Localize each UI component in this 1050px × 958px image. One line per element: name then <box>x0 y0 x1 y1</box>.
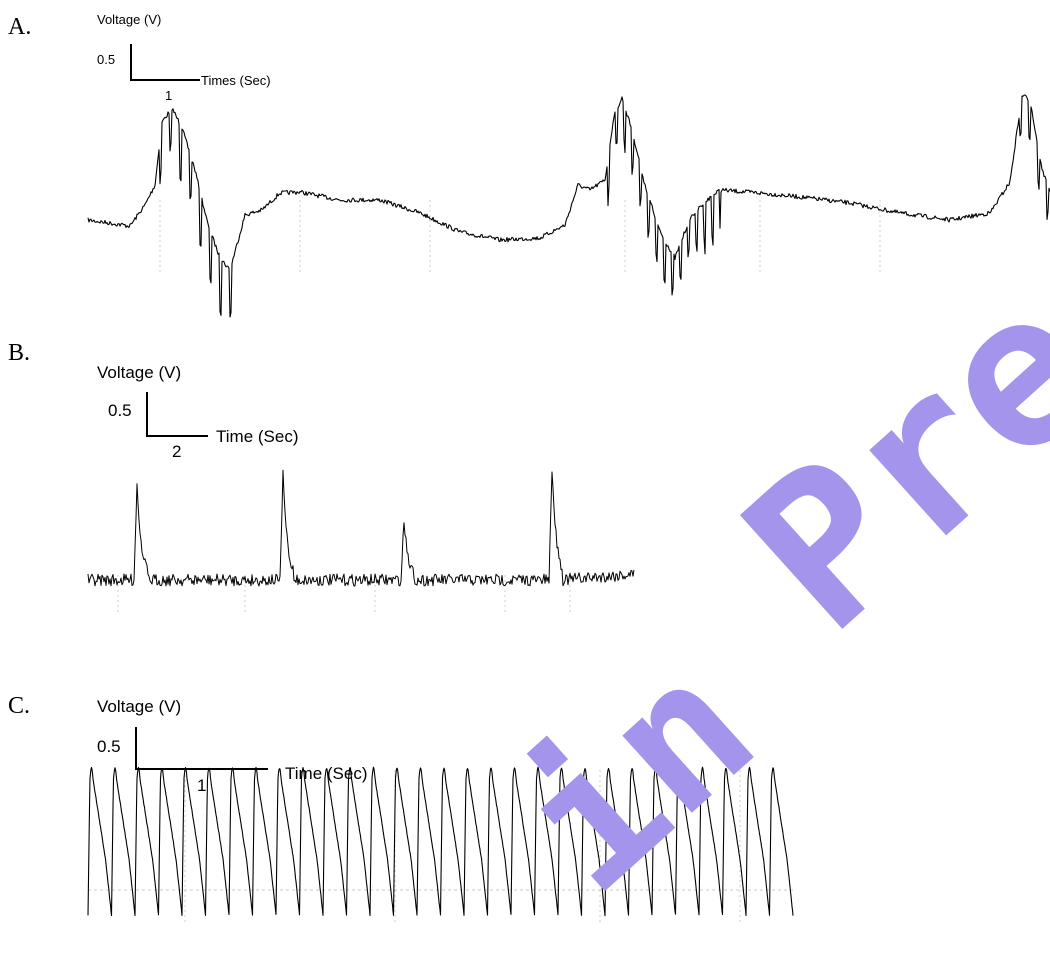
panel-c-scale-bar <box>135 727 268 770</box>
panel-b-scale-bar <box>146 392 208 437</box>
panel-c-voltage-label: Voltage (V) <box>97 697 181 716</box>
panel-a-voltage-value: 0.5 <box>97 52 115 67</box>
panel-c-trace <box>87 766 794 917</box>
watermark: Pre in <box>477 241 1050 933</box>
panel-b-time-value: 2 <box>172 442 181 461</box>
panel-b-voltage-value: 0.5 <box>108 401 132 420</box>
panel-a-trace <box>87 94 1050 318</box>
panel-c-voltage-value: 0.5 <box>97 737 121 756</box>
panel-c-label: C. <box>8 693 30 719</box>
panel-c: C. Voltage (V) 0.5 Time (Sec) 1 <box>8 693 794 925</box>
panel-a-grid <box>159 200 881 275</box>
panel-a: A. Voltage (V) 0.5 Times (Sec) 1 <box>8 12 1050 318</box>
panel-a-time-label: Times (Sec) <box>201 73 271 88</box>
panel-b-time-label: Time (Sec) <box>216 427 299 446</box>
panel-b-label: B. <box>8 340 30 366</box>
panel-c-time-value: 1 <box>197 776 206 795</box>
panel-b-trace <box>87 469 635 587</box>
watermark-text-pre: Pre <box>700 241 1050 677</box>
panel-a-scale-bar <box>130 44 200 81</box>
panel-c-time-label: Time (Sec) <box>285 764 368 783</box>
panel-b-voltage-label: Voltage (V) <box>97 363 181 382</box>
watermark-text-in: in <box>477 616 795 933</box>
panel-a-label: A. <box>8 14 31 40</box>
panel-b: B. Voltage (V) 0.5 Time (Sec) 2 <box>8 340 635 615</box>
panel-a-voltage-label: Voltage (V) <box>97 12 161 27</box>
panel-a-time-value: 1 <box>165 88 172 103</box>
